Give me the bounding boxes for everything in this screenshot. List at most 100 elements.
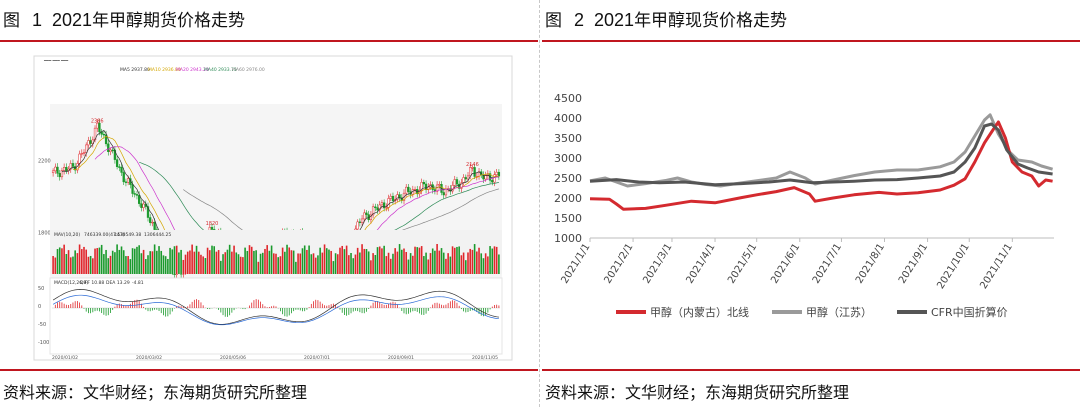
kline-x-tick: 2020/07/01 <box>304 355 330 361</box>
candle-body <box>424 183 428 190</box>
spot-y-tick-label: 1500 <box>554 212 582 225</box>
volume-bar <box>204 258 207 274</box>
volume-bar <box>248 245 251 274</box>
volume-bar <box>303 245 306 274</box>
spot-series-lines <box>589 113 1054 211</box>
candle-body <box>62 166 66 171</box>
volume-bar <box>403 248 405 274</box>
candle-body <box>407 186 410 192</box>
volume-bar <box>202 256 204 274</box>
figure2-label: 图 <box>545 11 562 31</box>
volume-bar <box>372 253 374 274</box>
volume-bar <box>96 248 99 274</box>
volume-bar <box>164 256 167 274</box>
volume-bar <box>217 250 220 274</box>
volume-bar <box>74 250 76 274</box>
candle-body <box>51 170 55 173</box>
ma-header-label: MA10 2936.80 <box>148 67 181 73</box>
candle-body <box>369 214 373 221</box>
candle-body <box>358 221 362 223</box>
candle-body <box>102 133 106 136</box>
volume-bar <box>440 248 443 274</box>
volume-bar <box>107 258 110 274</box>
volume-bar <box>460 255 463 274</box>
volume-header-label: 1306444.25 <box>144 232 171 238</box>
spot-y-tick-label: 2000 <box>554 192 582 205</box>
candle-body <box>374 206 377 209</box>
legend-label-2: 甲醇（江苏） <box>806 305 872 319</box>
volume-bar <box>400 249 403 274</box>
figure1-top-rule <box>0 40 538 42</box>
volume-bar <box>476 251 478 274</box>
spot-series-line-1 <box>589 120 1053 211</box>
volume-bar <box>80 249 83 274</box>
spot-legend: 甲醇（内蒙古）北线 甲醇（江苏） CFR中国折算价 <box>616 305 1008 319</box>
volume-bar <box>246 250 249 274</box>
candle-body <box>382 202 386 209</box>
legend-label-3: CFR中国折算价 <box>931 305 1008 319</box>
volume-bar <box>257 261 260 274</box>
volume-bar <box>140 253 143 274</box>
volume-bar <box>286 244 288 274</box>
volume-bar <box>237 254 240 274</box>
volume-bar <box>367 251 370 274</box>
candle-body <box>126 178 130 183</box>
figure2-panel: 图 2 2021年甲醇现货价格走势 1000 1500 2000 2500 3000 3500… <box>542 0 1080 407</box>
candle-body <box>118 166 121 168</box>
candle-body <box>473 167 476 177</box>
volume-bar <box>370 260 372 274</box>
volume-bar <box>67 250 70 274</box>
candle-body <box>65 166 68 172</box>
volume-bar <box>343 249 346 274</box>
spot-x-tick-label: 2021/10/1 <box>935 242 972 291</box>
volume-bar <box>456 246 458 274</box>
volume-bar <box>398 244 401 274</box>
macd-header-label: -4.81 <box>132 280 144 286</box>
volume-bar <box>281 247 284 274</box>
spot-x-tick-label: 2021/8/1 <box>854 242 887 286</box>
candle-body <box>391 195 395 202</box>
spot-y-tick-label: 3500 <box>554 132 582 145</box>
volume-bar <box>416 247 419 274</box>
candle-body <box>58 173 61 178</box>
volume-bar <box>453 247 456 274</box>
candle-body <box>85 144 88 153</box>
volume-bar <box>275 253 277 274</box>
volume-bar <box>312 253 315 274</box>
volume-bar <box>72 256 74 274</box>
kline-x-tick: 2020/09/01 <box>388 355 414 361</box>
volume-bar <box>195 245 198 274</box>
volume-bar <box>484 253 487 274</box>
volume-bar <box>109 255 112 274</box>
macd-tick-label: -50 <box>38 322 46 328</box>
macd-header: MACD(12,26,9)DIFF 10.88 DEA 13.29 -4.81 <box>54 280 144 286</box>
spot-y-tick-label: 4000 <box>554 112 582 125</box>
candle-body <box>460 182 463 189</box>
volume-bar <box>231 251 233 274</box>
figure2-title: 图 2 2021年甲醇现货价格走势 <box>545 6 787 31</box>
candle-body <box>442 192 445 196</box>
volume-bar <box>447 253 449 274</box>
volume-bar <box>259 253 262 274</box>
macd-plot-area <box>49 277 503 355</box>
figure1-source: 资料来源：文华财经；东海期货研究所整理 <box>3 383 308 402</box>
volume-bar <box>272 253 275 274</box>
volume-bar <box>297 253 299 274</box>
volume-bar <box>381 248 383 274</box>
candle-body <box>380 202 384 206</box>
volume-bar <box>255 250 257 274</box>
volume-bar <box>323 244 326 274</box>
volume-bar <box>451 246 454 274</box>
candle-body <box>389 195 392 199</box>
spot-x-tick-label: 2021/9/1 <box>897 242 930 286</box>
candle-body <box>484 175 487 180</box>
candle-body <box>153 221 156 230</box>
volume-bar <box>383 245 385 274</box>
candle-body <box>466 175 470 180</box>
candle-body <box>111 149 114 152</box>
candle-body <box>56 166 59 174</box>
volume-bar <box>365 249 368 274</box>
volume-bar <box>233 245 235 274</box>
volume-bar <box>76 253 79 274</box>
